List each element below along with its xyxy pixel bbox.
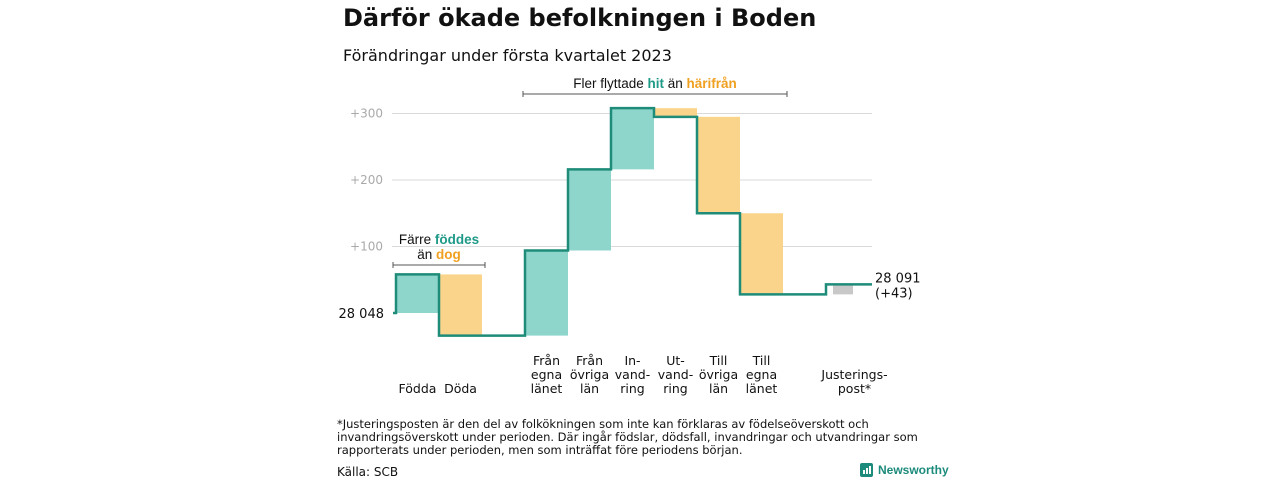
annotation-farre-line2-part: dog bbox=[436, 247, 461, 262]
category-label: egna bbox=[531, 367, 562, 382]
category-label: länet bbox=[531, 381, 563, 396]
category-label: ring bbox=[620, 381, 644, 396]
newsworthy-brand[interactable]: Newsworthy bbox=[860, 463, 949, 477]
end-change-label: (+43) bbox=[875, 286, 913, 301]
category-label: Till bbox=[752, 353, 771, 368]
category-label: Födda bbox=[399, 381, 437, 396]
annotation-fler-flyttade-part: hit bbox=[647, 76, 664, 91]
annotation-farre-line2: än dog bbox=[417, 247, 461, 262]
bar-increase bbox=[568, 169, 611, 251]
bar-adjustment bbox=[833, 284, 853, 295]
annotation-fler-flyttade-part: Fler flyttade bbox=[573, 76, 647, 91]
bar-decrease bbox=[654, 108, 697, 117]
category-label: In- bbox=[624, 353, 640, 368]
footnote: *Justeringsposten är den del av folkökni… bbox=[337, 417, 918, 457]
category-label: Döda bbox=[444, 381, 477, 396]
step-line bbox=[393, 106, 872, 337]
category-label: Från bbox=[533, 353, 560, 368]
category-label: vand- bbox=[658, 367, 693, 382]
annotation-farre-line1-part: Färre bbox=[399, 232, 435, 247]
annotation-farre-line1: Färre föddes bbox=[399, 232, 479, 247]
annotation-farre-line1-part: föddes bbox=[435, 232, 479, 247]
bar-layer bbox=[396, 108, 853, 336]
grid-layer: +100 +200 +300 bbox=[350, 107, 872, 254]
start-value-label: 28 048 bbox=[339, 307, 385, 322]
bar-increase bbox=[396, 274, 439, 313]
bar-decrease bbox=[439, 274, 482, 336]
category-label: länet bbox=[746, 381, 778, 396]
category-label: egna bbox=[746, 367, 777, 382]
newsworthy-logo-icon bbox=[860, 463, 873, 477]
page-title: Därför ökade befolkningen i Boden bbox=[343, 4, 817, 32]
bar-decrease bbox=[697, 116, 740, 214]
y-tick-label: +200 bbox=[350, 173, 383, 187]
annotation-farre-line2-part: än bbox=[417, 247, 436, 262]
bar-increase bbox=[611, 108, 654, 170]
annotation-fler-flyttade: Fler flyttade hit än härifrån bbox=[573, 76, 737, 91]
category-label: övriga bbox=[699, 367, 738, 382]
category-label: Från bbox=[576, 353, 603, 368]
category-label: län bbox=[709, 381, 728, 396]
bar-increase bbox=[525, 250, 568, 336]
category-label: Till bbox=[709, 353, 728, 368]
category-label: post* bbox=[838, 381, 871, 396]
category-label: län bbox=[580, 381, 599, 396]
category-label: Justerings- bbox=[820, 367, 887, 382]
category-label: vand- bbox=[615, 367, 650, 382]
brand-name: Newsworthy bbox=[878, 463, 949, 477]
annotation-layer: Fler flyttade hit än härifrån Färre födde… bbox=[392, 76, 788, 268]
annotation-fler-flyttade-part: härifrån bbox=[687, 76, 737, 91]
y-tick-label: +100 bbox=[350, 240, 383, 254]
category-label: ring bbox=[663, 381, 687, 396]
waterfall-chart: +100+200+300 Födda DödaFrånegnalänetFrånö… bbox=[339, 76, 921, 396]
source-label: Källa: SCB bbox=[337, 465, 399, 479]
category-label: övriga bbox=[570, 367, 609, 382]
step-line-layer bbox=[393, 106, 872, 337]
category-label: Ut- bbox=[666, 353, 685, 368]
bar-decrease bbox=[740, 213, 783, 295]
page-subtitle: Förändringar under första kvartalet 2023 bbox=[343, 46, 672, 65]
annotation-fler-flyttade-part: än bbox=[664, 76, 687, 91]
end-value-label: 28 091 bbox=[875, 271, 921, 286]
label-layer: Födda DödaFrånegnalänetFrånövrigalänIn-va… bbox=[339, 271, 921, 396]
y-tick-label: +300 bbox=[350, 107, 383, 121]
